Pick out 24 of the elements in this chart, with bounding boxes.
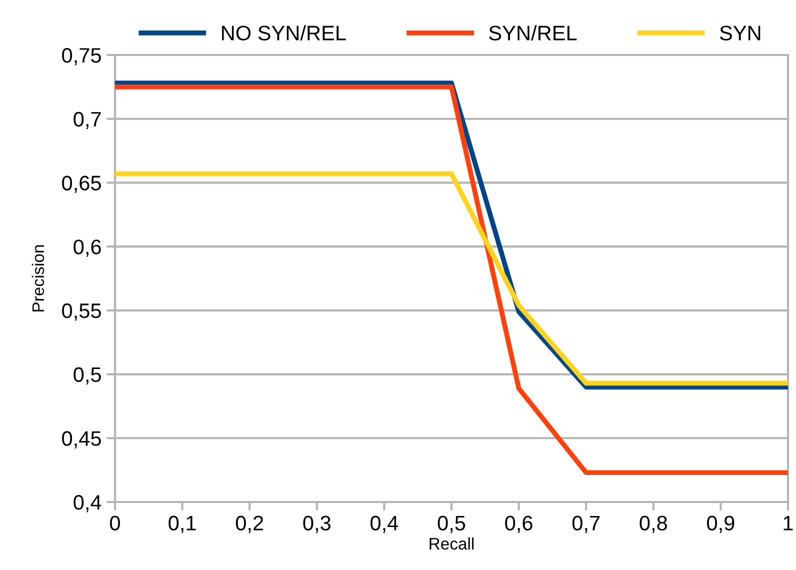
y-tick-label: 0,6 (74, 240, 101, 257)
x-tick-label: 0,2 (236, 516, 264, 533)
y-axis-title: Precision (32, 245, 44, 312)
y-tick-label: 0,4 (74, 495, 102, 512)
legend-label: SYN/REL (489, 25, 577, 40)
x-tick-label: 0,5 (438, 516, 466, 533)
x-tick-label: 0,1 (168, 516, 196, 533)
y-tick-label: 0,7 (74, 112, 101, 130)
x-tick-label: 0 (110, 516, 120, 530)
x-tick-label: 0,3 (303, 516, 330, 533)
y-tick-label: 0,45 (62, 431, 101, 448)
legend-label: NO SYN/REL (222, 25, 346, 40)
x-tick-label: 0,8 (640, 516, 667, 533)
x-tick-label: 0,6 (505, 516, 532, 533)
x-tick-label: 1 (784, 516, 793, 530)
y-tick-label: 0,65 (62, 176, 101, 193)
y-tick-label: 0,75 (62, 48, 101, 66)
legend-label: SYN (720, 26, 760, 40)
y-tick-label: 0,5 (74, 367, 101, 384)
x-tick-label: 0,9 (707, 516, 734, 533)
x-tick-label: 0,7 (572, 516, 600, 533)
x-tick-label: 0,4 (370, 516, 398, 533)
y-tick-label: 0,55 (62, 303, 101, 321)
x-axis-title: Recall (430, 537, 474, 550)
